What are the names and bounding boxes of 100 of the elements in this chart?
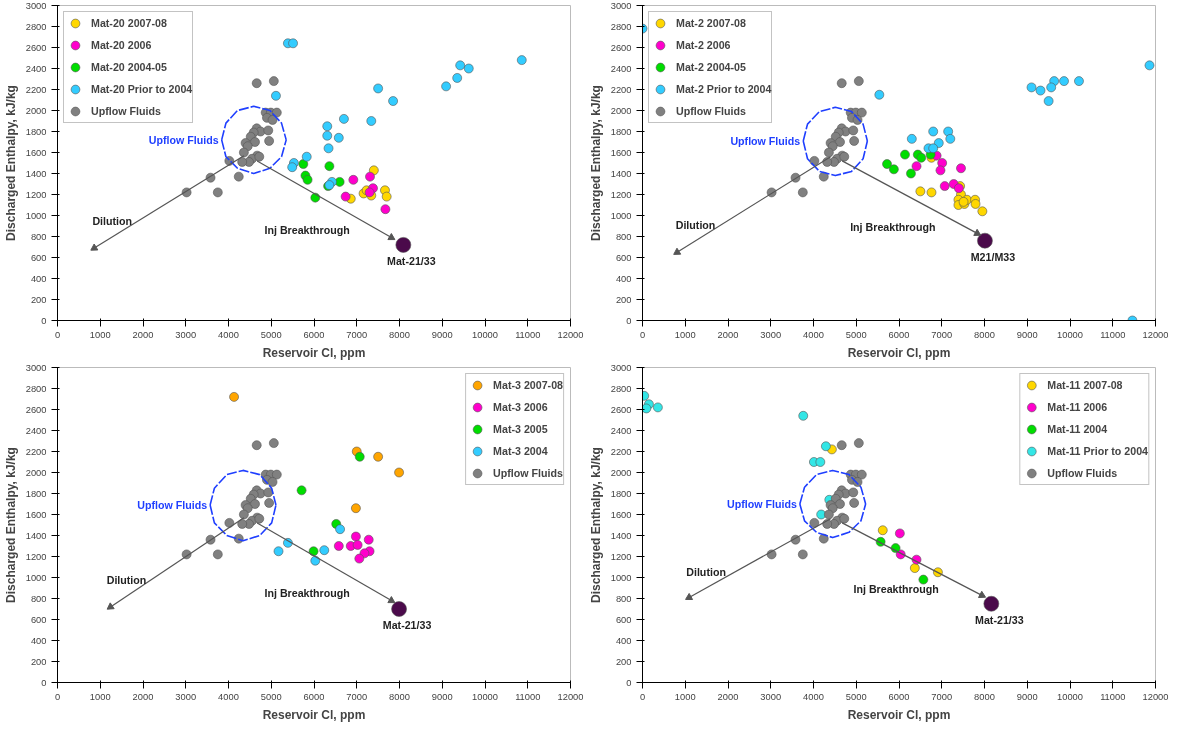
- y-tick-label: 1000: [610, 210, 632, 221]
- y-tick-label: 1400: [25, 168, 47, 179]
- y-tick-label: 1200: [610, 551, 632, 562]
- x-tick-label: 8000: [974, 691, 995, 702]
- x-tick-label: 3000: [175, 329, 197, 340]
- x-tick-label: 5000: [260, 691, 282, 702]
- x-tick-label: 1000: [674, 691, 696, 702]
- x-tick-label: 4000: [803, 329, 824, 340]
- y-tick-label: 1800: [610, 488, 632, 499]
- y-tick-label: 800: [615, 593, 632, 604]
- legend-label: Mat-20 2004-05: [91, 61, 167, 73]
- x-tick-label: 11000: [1100, 691, 1126, 702]
- x-tick-label: 12000: [1142, 691, 1169, 702]
- y-tick-label: 600: [615, 614, 632, 625]
- series-label: M21/M33: [970, 250, 1016, 263]
- x-tick-label: 12000: [557, 691, 584, 702]
- y-tick-label: 0: [41, 315, 47, 326]
- x-tick-label: 4000: [218, 329, 239, 340]
- legend-label: Mat-3 2007-08: [493, 379, 563, 391]
- legend-label: Mat-3 2006: [493, 401, 548, 413]
- y-tick-label: 2200: [25, 84, 47, 95]
- x-tick-label: 7000: [931, 691, 953, 702]
- x-tick-label: 12000: [1142, 329, 1169, 340]
- x-tick-label: 7000: [346, 691, 368, 702]
- y-tick-label: 1800: [25, 126, 47, 137]
- y-tick-label: 2400: [610, 425, 632, 436]
- y-axis-title: Discharged Enthalpy, kJ/kg: [3, 447, 18, 603]
- x-tick-label: 8000: [974, 329, 995, 340]
- x-tick-label: 11000: [1100, 329, 1126, 340]
- legend-label: Mat-11 2006: [1047, 401, 1108, 413]
- y-tick-label: 1400: [25, 530, 47, 541]
- x-tick-label: 1000: [89, 329, 111, 340]
- y-tick-label: 0: [41, 677, 47, 688]
- y-tick-label: 2000: [25, 105, 47, 116]
- y-tick-label: 2200: [610, 84, 632, 95]
- y-tick-label: 1200: [610, 189, 632, 200]
- legend-label: Mat-20 Prior to 2004: [91, 83, 193, 95]
- y-tick-label: 600: [615, 252, 632, 263]
- x-tick-label: 6000: [303, 329, 325, 340]
- y-tick-label: 2600: [610, 404, 632, 415]
- legend-label: Upflow Fluids: [91, 105, 161, 117]
- x-tick-label: 5000: [845, 691, 867, 702]
- x-axis-title: Reservoir Cl, ppm: [847, 345, 951, 360]
- x-tick-label: 10000: [472, 329, 498, 340]
- annotation: Upflow Fluids: [726, 498, 797, 510]
- y-tick-label: 2600: [610, 42, 632, 53]
- x-tick-label: 6000: [888, 691, 910, 702]
- y-tick-label: 2800: [25, 21, 47, 32]
- x-tick-label: 6000: [888, 329, 910, 340]
- legend-label: Mat-3 2004: [493, 445, 548, 457]
- x-tick-label: 7000: [346, 329, 368, 340]
- y-tick-label: 1400: [610, 168, 632, 179]
- y-tick-label: 2000: [610, 467, 632, 478]
- x-axis-title: Reservoir Cl, ppm: [262, 707, 366, 722]
- y-tick-label: 2400: [25, 425, 47, 436]
- x-tick-label: 2000: [132, 691, 154, 702]
- series-label: Mat-21/33: [382, 619, 432, 631]
- y-tick-label: 3000: [25, 0, 47, 11]
- legend-label: Mat-20 2006: [91, 39, 152, 51]
- legend-label: Upflow Fluids: [493, 467, 563, 479]
- y-tick-label: 2000: [610, 105, 632, 116]
- y-tick-label: 200: [615, 294, 632, 305]
- legend-label: Mat-11 2004: [1047, 423, 1108, 435]
- y-tick-label: 800: [615, 231, 632, 242]
- x-tick-label: 11000: [515, 329, 541, 340]
- x-tick-label: 4000: [218, 691, 239, 702]
- legend-label: Mat-2 2007-08: [676, 17, 746, 29]
- y-tick-label: 2400: [610, 63, 632, 74]
- x-tick-label: 10000: [1057, 691, 1083, 702]
- y-tick-label: 1000: [610, 572, 632, 583]
- y-tick-label: 1800: [610, 126, 632, 137]
- y-tick-label: 1800: [25, 488, 47, 499]
- y-axis-title: Discharged Enthalpy, kJ/kg: [588, 447, 603, 603]
- annotation: Upflow Fluids: [148, 133, 219, 146]
- y-axis-title: Discharged Enthalpy, kJ/kg: [3, 85, 18, 241]
- y-tick-label: 800: [30, 231, 47, 242]
- y-tick-label: 2000: [25, 467, 47, 478]
- y-axis-title: Discharged Enthalpy, kJ/kg: [588, 85, 603, 241]
- x-axis-title: Reservoir Cl, ppm: [262, 345, 366, 360]
- y-tick-label: 2600: [25, 404, 47, 415]
- y-tick-label: 1600: [610, 147, 632, 158]
- series-label: Mat-21/33: [387, 254, 436, 267]
- x-tick-label: 10000: [472, 691, 498, 702]
- legend-label: Mat-3 2005: [493, 423, 548, 435]
- annotation: Upflow Fluids: [730, 134, 801, 147]
- y-tick-label: 1600: [25, 147, 47, 158]
- y-tick-label: 2800: [610, 21, 632, 32]
- y-tick-label: 2200: [610, 446, 632, 457]
- x-tick-label: 2000: [717, 329, 739, 340]
- y-tick-label: 1400: [610, 530, 632, 541]
- x-tick-label: 3000: [760, 329, 782, 340]
- x-tick-label: 3000: [760, 691, 782, 702]
- y-tick-label: 1600: [610, 509, 632, 520]
- y-tick-label: 2800: [610, 383, 632, 394]
- y-tick-label: 3000: [25, 362, 47, 373]
- x-axis-title: Reservoir Cl, ppm: [847, 707, 951, 722]
- x-tick-label: 9000: [1016, 329, 1038, 340]
- series-label: Inj Breakthrough: [853, 583, 939, 596]
- y-tick-label: 800: [30, 593, 47, 604]
- series-label: Inj Breakthrough: [850, 221, 936, 234]
